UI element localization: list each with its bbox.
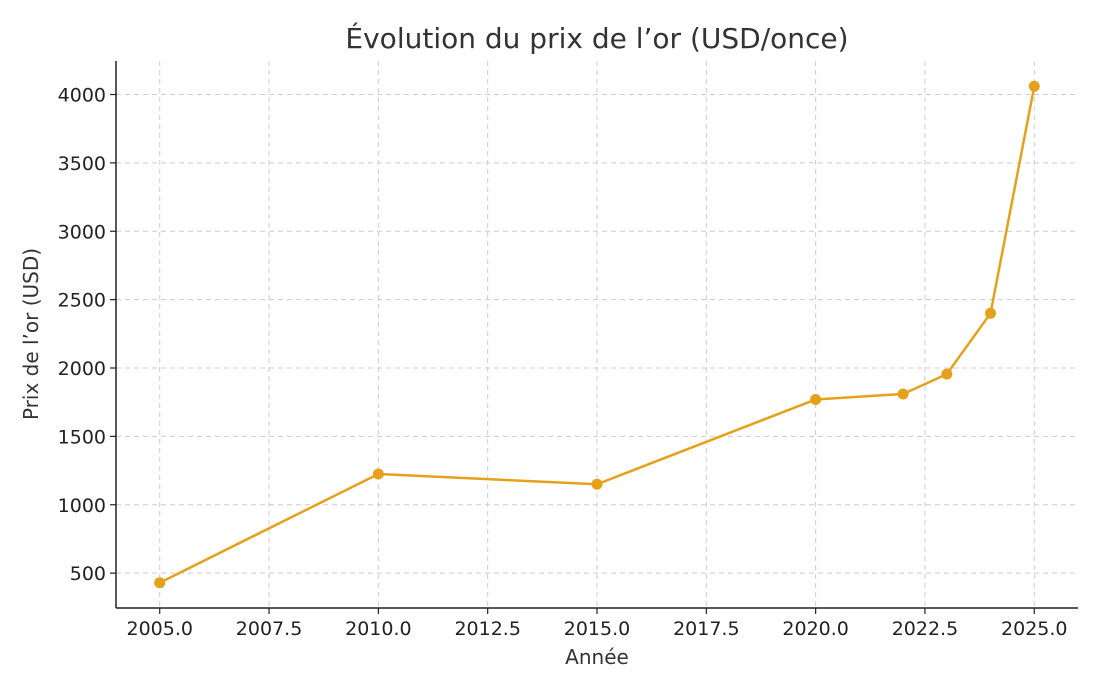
data-point — [154, 577, 166, 589]
y-tick-label: 3000 — [58, 221, 106, 243]
data-point — [985, 307, 997, 319]
y-tick-label: 3500 — [58, 153, 106, 175]
y-tick-label: 2500 — [58, 290, 106, 312]
grid — [116, 61, 1078, 608]
y-axis-label: Prix de l’or (USD) — [19, 248, 43, 420]
series-layer — [154, 80, 1040, 589]
x-tick-label: 2015.0 — [564, 618, 630, 640]
x-tick-label: 2007.5 — [236, 618, 302, 640]
series-line — [159, 86, 1036, 584]
x-tick-label: 2017.5 — [673, 618, 739, 640]
x-axis-label: Année — [565, 645, 629, 669]
y-tick-label: 1000 — [58, 495, 106, 517]
x-tick-label: 2025.0 — [1001, 618, 1067, 640]
data-point — [591, 478, 603, 490]
data-point — [1028, 80, 1040, 92]
y-tick-label: 2000 — [58, 358, 106, 380]
x-tick-label: 2010.0 — [345, 618, 411, 640]
x-tick-label: 2022.5 — [892, 618, 958, 640]
data-point — [897, 388, 909, 400]
y-tick-label: 1500 — [58, 426, 106, 448]
y-tick-label: 4000 — [58, 85, 106, 107]
x-tick-label: 2012.5 — [454, 618, 520, 640]
data-point — [810, 393, 822, 405]
data-point — [941, 368, 953, 380]
data-point — [372, 468, 384, 480]
chart-title: Évolution du prix de l’or (USD/once) — [345, 21, 848, 55]
x-tick-label: 2020.0 — [782, 618, 848, 640]
y-tick-label: 500 — [70, 563, 106, 585]
x-tick-label: 2005.0 — [126, 618, 192, 640]
ticks: 2005.0 2007.5 2010.0 2012.5 2015.0 2017.5 2020… — [58, 85, 1068, 640]
